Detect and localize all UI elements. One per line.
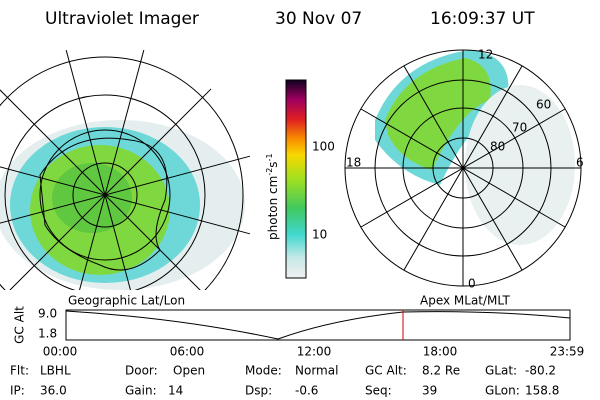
status-label: Door: <box>125 364 158 378</box>
mlt-label: 0 <box>468 277 476 291</box>
status-value: 8.2 Re <box>422 364 460 378</box>
status-label: Seq: <box>365 384 392 398</box>
status-label: Mode: <box>245 364 282 378</box>
right-map <box>375 50 575 245</box>
right-label: Apex MLat/MLT <box>420 294 510 308</box>
status-value: 14 <box>168 384 183 398</box>
colorbar-units: photon cm-2s-1 <box>265 153 280 240</box>
mlat-label: 70 <box>512 121 527 135</box>
time-tick: 12:00 <box>297 345 332 359</box>
colorbar-tick: 100 <box>312 140 335 154</box>
time-tick: 00:00 <box>43 345 78 359</box>
left-map <box>0 49 251 290</box>
status-label: Gain: <box>125 384 157 398</box>
status-label: GLat: <box>485 364 517 378</box>
alt-tick: 1.8 <box>38 327 57 341</box>
alt-tick: 9.0 <box>38 307 57 321</box>
mlat-label: 80 <box>490 140 505 154</box>
time-tick: 06:00 <box>170 345 205 359</box>
status-value: -0.6 <box>295 384 318 398</box>
status-value: 39 <box>422 384 437 398</box>
status-value: Normal <box>295 364 338 378</box>
mlt-label: 18 <box>346 156 361 170</box>
time: 16:09:37 UT <box>430 9 535 29</box>
status-value: 158.8 <box>525 384 559 398</box>
status-value: -80.2 <box>525 364 556 378</box>
status-label: GC Alt: <box>365 364 407 378</box>
left-label: Geographic Lat/Lon <box>68 294 185 308</box>
status-label: Dsp: <box>245 384 272 398</box>
status-value: Open <box>173 364 205 378</box>
status: Flt: LBHL Door: Open Mode: Normal GC Alt: 8.2 R… <box>10 364 559 398</box>
alt-axis-label: GC Alt <box>13 306 27 344</box>
time-tick: 23:59 <box>550 345 585 359</box>
status-label: GLon: <box>485 384 520 398</box>
alt-plot-frame <box>65 309 571 341</box>
title: Ultraviolet Imager <box>45 9 199 29</box>
mlat-label: 60 <box>536 98 551 112</box>
colorbar-tick: 10 <box>312 228 327 242</box>
date: 30 Nov 07 <box>275 9 362 29</box>
status-label: Flt: <box>10 364 29 378</box>
status-value: 36.0 <box>40 384 67 398</box>
right-grid <box>344 49 582 287</box>
alt-curve <box>65 310 571 340</box>
status-label: IP: <box>10 384 25 398</box>
mlt-label: 12 <box>478 48 493 62</box>
status-value: LBHL <box>40 364 71 378</box>
time-tick: 18:00 <box>423 345 458 359</box>
colorbar <box>285 79 307 279</box>
mlt-label: 6 <box>576 156 584 170</box>
